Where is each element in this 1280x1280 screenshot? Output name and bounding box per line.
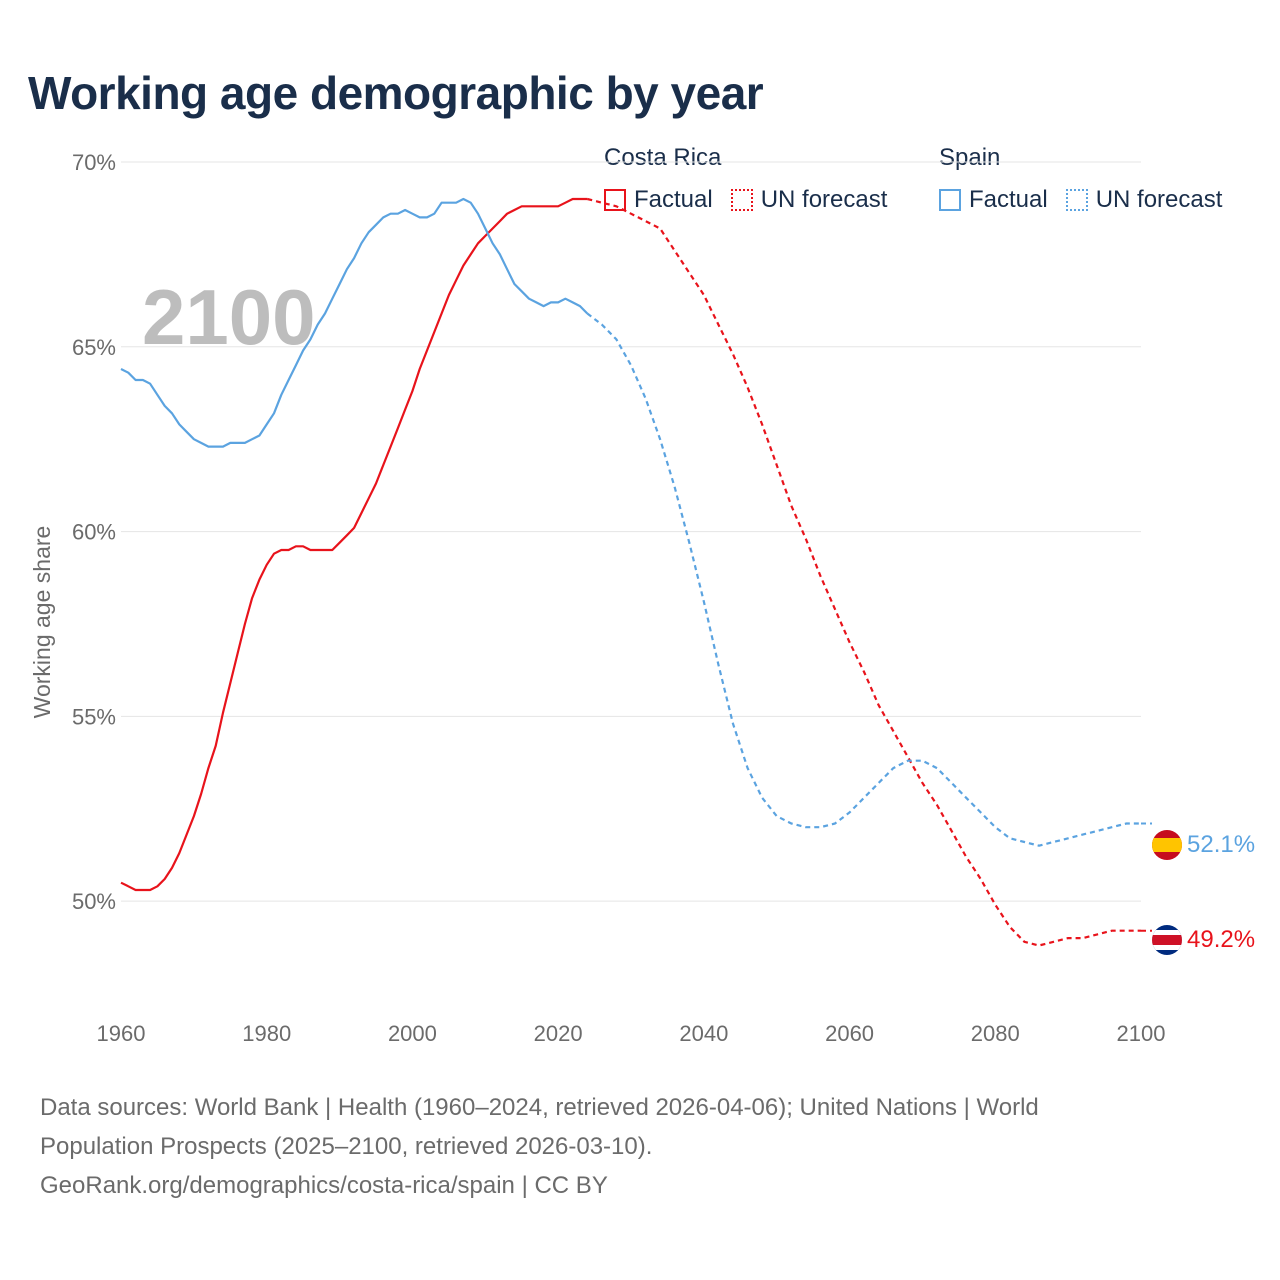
y-tick-label: 70% (72, 150, 116, 175)
y-axis-label: Working age share (29, 526, 55, 719)
spain-flag (1152, 830, 1182, 860)
legend-label: UN forecast (760, 186, 888, 213)
y-axis-ticks: 50% 55% 60% 65% 70% (72, 150, 116, 914)
spain-end-value: 52.1% (1187, 831, 1255, 858)
costa-rica-factual-line (120, 197, 588, 892)
legend-item-spain-forecast[interactable]: UN forecast (1065, 186, 1223, 214)
costa-rica-flag (1152, 925, 1182, 955)
spain-factual-line (120, 197, 589, 448)
legend-item-costa-rica-factual[interactable]: Factual (604, 186, 713, 214)
x-tick-label: 2080 (971, 1021, 1020, 1046)
legend-swatch-dotted (730, 189, 753, 211)
legend-swatch-solid (604, 189, 626, 211)
x-tick-label: 1980 (242, 1021, 291, 1046)
y-tick-label: 50% (72, 889, 116, 914)
legend-costa-rica: Costa Rica Factual UN forecast (604, 144, 905, 214)
y-tick-label: 65% (72, 335, 116, 360)
year-watermark: 2100 (142, 273, 316, 361)
costa-rica-forecast-line (587, 197, 1141, 947)
footer-link[interactable]: GeoRank.org/demographics/costa-rica/spai… (40, 1172, 608, 1199)
chart-title: Working age demographic by year (28, 67, 764, 119)
legend-country-label: Costa Rica (604, 144, 722, 171)
legend-item-spain-factual[interactable]: Factual (939, 186, 1048, 214)
legend-swatch-solid (939, 189, 961, 211)
y-tick-label: 60% (72, 520, 116, 545)
x-tick-label: 1960 (97, 1021, 146, 1046)
legend-label: Factual (969, 186, 1048, 213)
legend-spain: Spain Factual UN forecast (939, 144, 1240, 214)
y-tick-label: 55% (72, 704, 116, 729)
legend-label: UN forecast (1095, 186, 1223, 213)
legend-item-costa-rica-forecast[interactable]: UN forecast (730, 186, 888, 214)
x-tick-label: 2100 (1117, 1021, 1166, 1046)
x-tick-label: 2060 (825, 1021, 874, 1046)
x-axis-ticks: 1960 1980 2000 2020 2040 2060 2080 2100 (97, 1021, 1166, 1046)
footer: Data sources: World Bank | Health (1960–… (40, 1088, 1220, 1205)
footer-sources-line1: Data sources: World Bank | Health (1960–… (40, 1094, 1039, 1121)
footer-sources-line2: Population Prospects (2025–2100, retriev… (40, 1133, 653, 1160)
grid-lines (121, 161, 1141, 902)
x-tick-label: 2020 (534, 1021, 583, 1046)
series-lines (120, 197, 1152, 947)
x-tick-label: 2040 (679, 1021, 728, 1046)
legend-label: Factual (634, 186, 713, 213)
spain-forecast-line (586, 312, 1141, 847)
legend-country-label: Spain (939, 144, 1001, 171)
legend-swatch-dotted (1065, 189, 1088, 211)
line-chart: 50% 55% 60% 65% 70% 1960 1980 2000 2020 2040 2060… (29, 150, 1255, 1046)
costa-rica-end-value: 49.2% (1187, 926, 1255, 953)
x-tick-label: 2000 (388, 1021, 437, 1046)
